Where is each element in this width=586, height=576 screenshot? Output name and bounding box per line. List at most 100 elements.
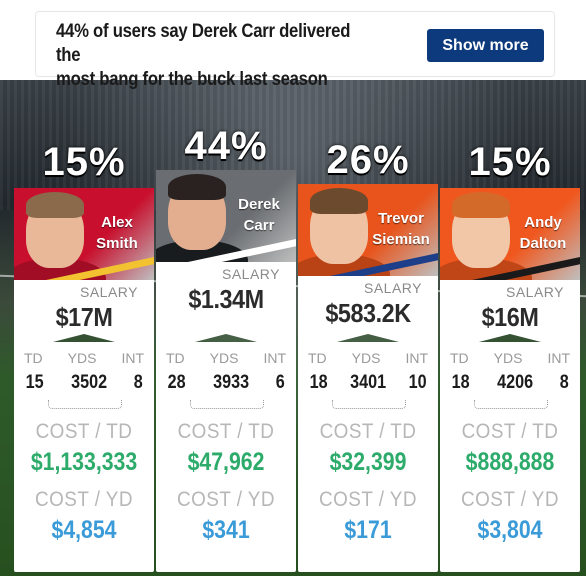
player-stats-card: TD YDS INT 18 3401 10 COST / TD $32,399 COST / Y… [298, 342, 438, 572]
yds-value: 4206 [497, 372, 534, 393]
cost-per-td-value: $1,133,333 [30, 448, 138, 476]
player-stats-card: TD YDS INT 28 3933 6 COST / TD $47,962 COST / YD… [156, 342, 296, 572]
stats-brace [332, 400, 406, 409]
int-value: 10 [408, 372, 427, 393]
player-card: Alex Smith SALARY $17M [14, 188, 154, 352]
player-stats-card: TD YDS INT 18 4206 8 COST / TD $888,888 COST / Y… [440, 342, 580, 572]
cost-per-td-label: COST / TD [35, 420, 133, 443]
int-label: INT [405, 350, 428, 366]
stats-brace [190, 400, 264, 409]
salary-label: SALARY [364, 280, 422, 296]
salary-value: $583.2K [325, 298, 411, 328]
td-label: TD [24, 350, 43, 366]
player-column: 44% Derek Carr SALARY $1.34M TD YDS INT 28 3933 6 C… [156, 0, 296, 576]
int-label: INT [263, 350, 286, 366]
salary-value: $17M [55, 302, 113, 332]
cost-per-yd-label: COST / YD [177, 488, 275, 511]
salary-label: SALARY [222, 266, 280, 282]
td-value: 28 [167, 372, 186, 393]
player-column: 15% Andy Dalton SALARY $16M TD YDS INT 18 4206 8 CO… [440, 0, 580, 576]
td-label: TD [166, 350, 185, 366]
td-value: 15 [25, 372, 44, 393]
int-value: 8 [134, 372, 144, 393]
stats-brace [474, 400, 548, 409]
cost-per-td-label: COST / TD [177, 420, 275, 443]
player-last-name: Siemian [372, 231, 430, 248]
td-label: TD [308, 350, 327, 366]
player-first-name: Alex [101, 214, 133, 231]
vote-percentage: 26% [326, 138, 410, 182]
header-bar: 44% of users say Derek Carr delivered th… [36, 12, 554, 90]
player-hair [310, 188, 368, 214]
stat-values: 15 3502 8 [14, 372, 154, 394]
vote-percentage: 15% [42, 140, 126, 184]
player-name: Trevor Siemian [368, 208, 434, 250]
stats-brace [48, 400, 122, 409]
player-last-name: Smith [96, 235, 138, 252]
vote-percentage: 44% [184, 124, 268, 168]
player-column: 26% Trevor Siemian SALARY $583.2K TD YDS INT 18 3… [298, 0, 438, 576]
player-name: Alex Smith [84, 212, 150, 254]
player-hair [26, 192, 84, 218]
headline: 44% of users say Derek Carr delivered th… [56, 20, 364, 92]
salary-label: SALARY [80, 284, 138, 300]
player-stats-card: TD YDS INT 15 3502 8 COST / TD $1,133,333 COST /… [14, 342, 154, 572]
player-name: Andy Dalton [510, 212, 576, 254]
player-photo: Trevor Siemian [298, 184, 438, 276]
salary-value: $16M [481, 302, 539, 332]
yds-label: YDS [209, 350, 239, 366]
yds-label: YDS [351, 350, 381, 366]
cost-per-td-label: COST / TD [461, 420, 559, 443]
yds-label: YDS [67, 350, 97, 366]
td-value: 18 [451, 372, 470, 393]
headline-line2: most bang for the buck last season [56, 69, 328, 90]
vote-percentage: 15% [468, 140, 552, 184]
stat-headers: TD YDS INT [156, 350, 296, 366]
cost-per-td-value: $47,962 [187, 448, 265, 476]
stat-headers: TD YDS INT [440, 350, 580, 366]
yds-label: YDS [493, 350, 523, 366]
player-card: Andy Dalton SALARY $16M [440, 188, 580, 352]
td-label: TD [450, 350, 469, 366]
player-card: Trevor Siemian SALARY $583.2K [298, 184, 438, 352]
cost-per-yd-value: $4,854 [51, 516, 117, 544]
player-hair [168, 174, 226, 200]
player-first-name: Trevor [378, 210, 424, 227]
player-last-name: Carr [243, 217, 275, 234]
stat-headers: TD YDS INT [298, 350, 438, 366]
int-value: 6 [276, 372, 286, 393]
player-first-name: Andy [524, 214, 562, 231]
player-column: 15% Alex Smith SALARY $17M TD YDS INT 15 3502 8 COS… [14, 0, 154, 576]
cost-per-yd-value: $171 [344, 516, 392, 544]
player-name: Derek Carr [226, 194, 292, 236]
player-photo: Derek Carr [156, 170, 296, 262]
stat-values: 18 3401 10 [298, 372, 438, 394]
headline-line1: 44% of users say Derek Carr delivered th… [56, 21, 351, 66]
int-label: INT [547, 350, 570, 366]
player-first-name: Derek [238, 196, 280, 213]
int-label: INT [121, 350, 144, 366]
player-photo: Alex Smith [14, 188, 154, 280]
salary-label: SALARY [506, 284, 564, 300]
cost-per-yd-value: $3,804 [477, 516, 543, 544]
cost-per-yd-label: COST / YD [461, 488, 559, 511]
int-value: 8 [560, 372, 570, 393]
yds-value: 3502 [71, 372, 108, 393]
td-value: 18 [309, 372, 328, 393]
cost-per-yd-label: COST / YD [319, 488, 417, 511]
stat-values: 18 4206 8 [440, 372, 580, 394]
yds-value: 3401 [350, 372, 386, 393]
cost-per-yd-value: $341 [202, 516, 250, 544]
player-photo: Andy Dalton [440, 188, 580, 280]
cost-per-yd-label: COST / YD [35, 488, 133, 511]
salary-value: $1.34M [188, 284, 264, 314]
show-more-button[interactable]: Show more [427, 29, 544, 62]
stat-headers: TD YDS INT [14, 350, 154, 366]
player-last-name: Dalton [519, 235, 567, 252]
stat-values: 28 3933 6 [156, 372, 296, 394]
cost-per-td-value: $32,399 [329, 448, 407, 476]
cost-per-td-value: $888,888 [465, 448, 555, 476]
player-card: Derek Carr SALARY $1.34M [156, 170, 296, 352]
cost-per-td-label: COST / TD [319, 420, 417, 443]
yds-value: 3933 [213, 372, 250, 393]
